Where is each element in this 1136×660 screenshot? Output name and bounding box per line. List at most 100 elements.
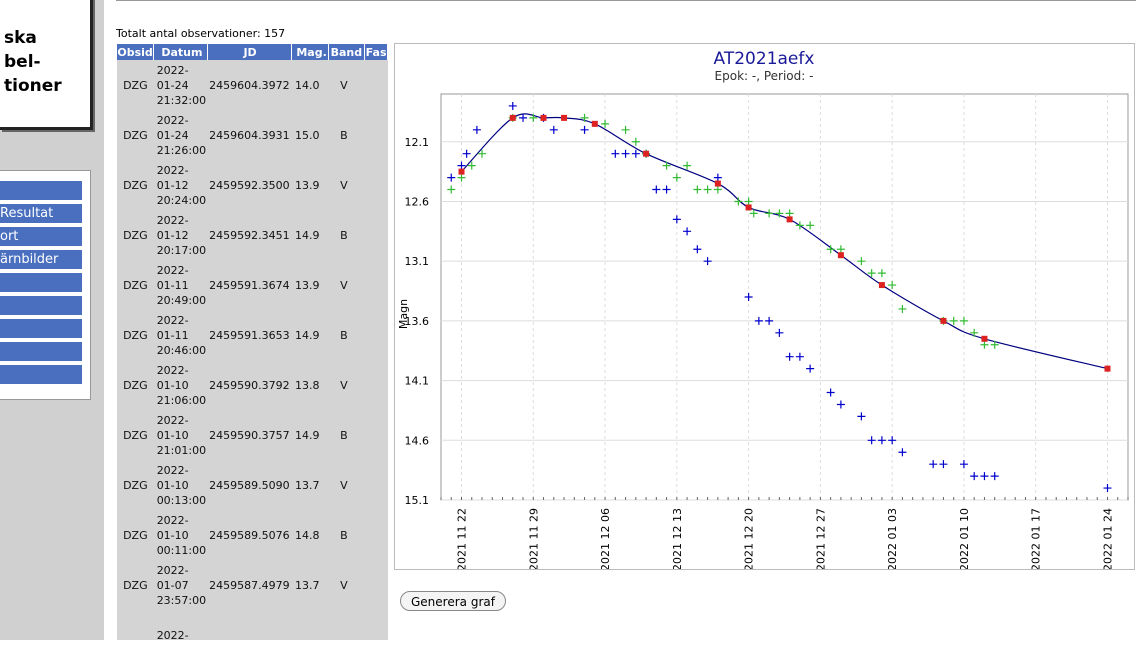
data-point-v	[580, 113, 589, 122]
fit-point	[714, 180, 721, 187]
data-point-b	[806, 364, 815, 373]
site-logo[interactable]: ska bel- tioner	[0, 0, 93, 130]
data-point-v	[795, 221, 804, 230]
data-point-b	[683, 227, 692, 236]
cell-jd: 2459589.5090	[209, 478, 290, 492]
table-row[interactable]: DZG 2022- 01-10 21:01:00 2459590.3757 14.9 B	[117, 410, 388, 460]
y-tick-label: 13.1	[405, 255, 430, 268]
cell-band: V	[340, 278, 348, 292]
nav-item-starmaps[interactable]: ärnbilder	[0, 250, 82, 270]
nav-item-5[interactable]	[0, 273, 82, 293]
cell-jd: 2459589.5076	[209, 528, 290, 542]
data-point-b	[713, 173, 722, 182]
data-point-v	[867, 269, 876, 278]
data-point-b	[652, 185, 661, 194]
cell-mag: 13.9	[295, 178, 320, 192]
table-row[interactable]: DZG 2022- 01-12 20:17:00 2459592.3451 14.9 B	[117, 210, 388, 260]
col-header-datum[interactable]: Datum	[153, 44, 208, 60]
data-point-v	[713, 185, 722, 194]
cell-mag: 13.9	[295, 278, 320, 292]
cell-fas	[365, 560, 388, 610]
cell-jd: 2459590.3792	[209, 378, 290, 392]
x-tick-label: 2021 12 20	[743, 508, 756, 569]
data-point-b	[580, 125, 589, 134]
cell-obsid: DZG	[123, 278, 148, 292]
table-row[interactable]: 2022-	[117, 610, 388, 660]
data-point-b	[457, 161, 466, 170]
light-curve-chart: AT2021aefx Epok: -, Period: - Magn 12.1 1…	[394, 43, 1135, 571]
data-point-v	[447, 185, 456, 194]
cell-band: B	[340, 428, 348, 442]
nav-item-7[interactable]	[0, 319, 82, 339]
cell-datum-part: 20:46:00	[156, 343, 207, 357]
cell-datum: 2022- 01-10 00:11:00	[154, 510, 207, 560]
cell-datum-part: 23:57:00	[156, 593, 207, 607]
table-row[interactable]: DZG 2022- 01-07 23:57:00 2459587.4979 13.7 V	[117, 560, 388, 610]
fit-point	[745, 204, 752, 211]
data-point-v	[672, 173, 681, 182]
cell-band: V	[340, 378, 348, 392]
cell-jd: 2459591.3674	[209, 278, 290, 292]
x-tick-label: 2021 12 27	[814, 508, 827, 569]
nav-item-9[interactable]	[0, 365, 82, 385]
table-row[interactable]: DZG 2022- 01-11 20:46:00 2459591.3653 14.9 B	[117, 310, 388, 360]
cell-mag: 14.9	[295, 428, 320, 442]
cell-mag: 14.0	[295, 78, 320, 92]
data-point-b	[775, 328, 784, 337]
chart-subtitle: Epok: -, Period: -	[715, 69, 814, 83]
table-row[interactable]: DZG 2022- 01-11 20:49:00 2459591.3674 13.9 V	[117, 260, 388, 310]
cell-datum-part: 01-10	[156, 428, 189, 442]
cell-datum-part: 01-10	[156, 478, 189, 492]
chart-title: AT2021aefx	[714, 49, 815, 69]
col-header-obsid[interactable]: Obsid	[117, 44, 155, 60]
y-axis-label: Magn	[397, 299, 410, 329]
col-header-fas[interactable]: Fas	[364, 44, 388, 60]
cell-mag: 14.9	[295, 328, 320, 342]
generate-graph-button[interactable]: Generera graf	[400, 591, 506, 611]
table-row[interactable]: DZG 2022- 01-10 21:06:00 2459590.3792 13.8 V	[117, 360, 388, 410]
table-row[interactable]: DZG 2022- 01-10 00:11:00 2459589.5076 14.8 B	[117, 510, 388, 560]
fit-point	[509, 114, 516, 121]
cell-datum: 2022- 01-12 20:17:00	[154, 210, 207, 260]
table-body: DZG 2022- 01-24 21:32:00 2459604.3972 14.0 V DZ…	[117, 60, 388, 660]
data-point-v	[990, 340, 999, 349]
table-row[interactable]: DZG 2022- 01-12 20:24:00 2459592.3500 13.9 V	[117, 160, 388, 210]
data-point-b	[549, 125, 558, 134]
nav-item-1[interactable]	[0, 181, 82, 201]
nav-item-6[interactable]	[0, 296, 82, 316]
data-point-v	[693, 185, 702, 194]
data-point-v	[457, 173, 466, 182]
data-point-v	[683, 161, 692, 170]
data-point-b	[785, 352, 794, 361]
nav-item-resultat[interactable]: Resultat	[0, 204, 82, 224]
cell-datum-part: 01-10	[156, 378, 189, 392]
table-row[interactable]: DZG 2022- 01-24 21:26:00 2459604.3931 15.0 B	[117, 110, 388, 160]
x-tick-label: 2022 01 17	[1030, 508, 1043, 569]
cell-band: V	[340, 478, 348, 492]
cell-fas	[365, 110, 388, 160]
cell-obsid: DZG	[123, 478, 148, 492]
cell-datum-part: 20:49:00	[156, 293, 207, 307]
cell-datum-part: 01-11	[156, 278, 189, 292]
nav-item-8[interactable]	[0, 342, 82, 362]
cell-datum-part: 01-24	[156, 128, 189, 142]
cell-datum-part: 21:26:00	[156, 143, 207, 157]
table-row[interactable]: DZG 2022- 01-24 21:32:00 2459604.3972 14.0 V	[117, 60, 388, 110]
cell-datum-part: 20:24:00	[156, 193, 207, 207]
cell-datum-part: 21:32:00	[156, 93, 207, 107]
nav-item-export[interactable]: ort	[0, 227, 82, 247]
data-point-b	[508, 101, 517, 110]
x-tick-label: 2022 01 03	[886, 508, 899, 569]
fit-point	[837, 252, 844, 259]
cell-datum-part: 01-07	[156, 578, 189, 592]
col-header-mag[interactable]: Mag.	[291, 44, 329, 60]
cell-obsid: DZG	[123, 428, 148, 442]
y-tick-label: 14.1	[405, 375, 430, 388]
data-point-v	[980, 340, 989, 349]
col-header-band[interactable]: Band	[328, 44, 366, 60]
table-row[interactable]: DZG 2022- 01-10 00:13:00 2459589.5090 13.7 V	[117, 460, 388, 510]
total-observations: Totalt antal observationer: 157	[116, 27, 286, 40]
cell-mag	[291, 610, 328, 660]
col-header-jd[interactable]: JD	[207, 44, 292, 60]
cell-datum-part: 00:11:00	[156, 543, 207, 557]
